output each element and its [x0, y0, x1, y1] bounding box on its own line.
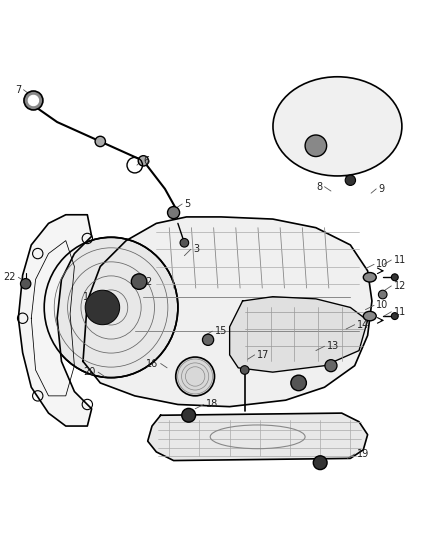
Text: 17: 17	[257, 350, 269, 360]
Polygon shape	[18, 215, 92, 426]
Text: 1: 1	[83, 292, 89, 302]
Circle shape	[24, 91, 43, 110]
Circle shape	[138, 156, 148, 166]
Circle shape	[325, 360, 337, 372]
Polygon shape	[83, 217, 372, 407]
Circle shape	[182, 408, 195, 422]
Text: 9: 9	[378, 184, 385, 194]
Circle shape	[291, 375, 307, 391]
Circle shape	[391, 274, 398, 281]
Text: 5: 5	[184, 199, 191, 209]
Text: 14: 14	[357, 320, 369, 330]
Text: 6: 6	[143, 156, 149, 166]
Circle shape	[391, 313, 398, 320]
Circle shape	[168, 207, 180, 219]
Circle shape	[313, 456, 327, 470]
Circle shape	[240, 366, 249, 374]
Ellipse shape	[363, 272, 376, 282]
Circle shape	[180, 238, 189, 247]
Text: 7: 7	[15, 85, 21, 95]
Text: 13: 13	[327, 341, 339, 351]
Text: 16: 16	[146, 359, 159, 368]
Text: 20: 20	[84, 367, 96, 377]
Polygon shape	[230, 297, 367, 372]
Circle shape	[28, 95, 39, 106]
Circle shape	[345, 175, 356, 185]
Text: 22: 22	[4, 272, 16, 282]
Circle shape	[85, 290, 120, 325]
Text: 10: 10	[376, 260, 389, 269]
Text: 11: 11	[393, 255, 406, 265]
Ellipse shape	[363, 311, 376, 321]
Circle shape	[21, 279, 31, 289]
Text: 12: 12	[393, 281, 406, 291]
Text: 11: 11	[393, 307, 406, 317]
Polygon shape	[148, 413, 367, 461]
Ellipse shape	[273, 77, 402, 176]
Circle shape	[95, 136, 106, 147]
Text: 18: 18	[206, 400, 218, 409]
Ellipse shape	[44, 237, 178, 378]
Text: 2: 2	[145, 277, 152, 287]
Circle shape	[202, 334, 214, 345]
Text: 19: 19	[357, 449, 369, 459]
Text: 8: 8	[316, 182, 322, 192]
Text: 15: 15	[215, 326, 227, 336]
Circle shape	[305, 135, 327, 157]
Circle shape	[131, 274, 147, 289]
Ellipse shape	[176, 357, 215, 396]
Text: 10: 10	[376, 300, 389, 310]
Text: 3: 3	[193, 244, 199, 254]
Circle shape	[378, 290, 387, 299]
